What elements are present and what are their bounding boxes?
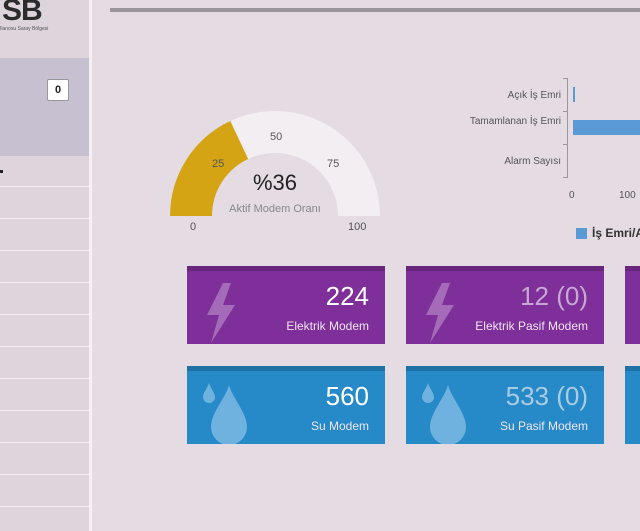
legend-swatch <box>576 228 587 239</box>
chart-tick <box>563 177 568 178</box>
top-divider <box>110 8 640 12</box>
legend-label[interactable]: İş Emri/Al <box>592 226 640 240</box>
gauge-tick-label: 0 <box>190 221 197 233</box>
gauge-tick-label: 25 <box>212 158 225 170</box>
card-label: Su Pasif Modem <box>499 419 588 433</box>
sidebar-active-marker <box>0 170 3 173</box>
card-water-passive-modem[interactable]: 533 (0) Su Pasif Modem <box>406 366 604 444</box>
sidebar-item[interactable] <box>0 476 89 507</box>
sidebar-user-panel <box>0 58 89 156</box>
chart-category-label: Tamamlanan İş Emri <box>469 116 561 127</box>
chart-bar <box>573 87 575 102</box>
chart-x-tick-label: 0 <box>569 190 575 201</box>
chart-category-label: Alarm Sayısı <box>504 156 561 167</box>
logo: SB <box>2 0 43 27</box>
chart-tick <box>563 78 568 79</box>
gauge-tick-label: 75 <box>327 158 340 170</box>
card-value: 224 <box>325 281 369 311</box>
sidebar-item[interactable] <box>0 412 89 443</box>
card-water-modem[interactable]: 560 Su Modem <box>187 366 385 444</box>
sidebar-item[interactable] <box>0 188 89 219</box>
card-electric-passive-modem[interactable]: 12 (0) Elektrik Pasif Modem <box>406 266 604 344</box>
sidebar-item[interactable] <box>0 284 89 315</box>
chart-category-label: Açık İş Emri <box>507 90 561 101</box>
chart-y-axis <box>567 78 568 178</box>
gauge-tick-label: 50 <box>270 131 283 143</box>
chart-tick <box>563 144 568 145</box>
chart-bar <box>573 120 640 135</box>
card-partial[interactable] <box>625 366 640 444</box>
card-label: Elektrik Pasif Modem <box>475 319 588 333</box>
card-value: 12 (0) <box>520 281 588 311</box>
gauge-tick-label: 100 <box>348 221 367 233</box>
card-label: Su Modem <box>310 419 369 433</box>
sidebar-item[interactable] <box>0 444 89 475</box>
card-label: Elektrik Modem <box>286 319 369 333</box>
lightning-icon <box>207 283 235 343</box>
sidebar-item[interactable] <box>0 316 89 347</box>
water-drop-icon <box>422 383 466 444</box>
logo-subtitle: Ilanosu Saray Bölgesi <box>0 26 49 32</box>
sidebar-item[interactable] <box>0 380 89 411</box>
modem-gauge <box>170 111 380 217</box>
card-value: 533 (0) <box>505 381 588 411</box>
gauge-caption: Aktif Modem Oranı <box>229 203 321 215</box>
sidebar-item[interactable] <box>0 252 89 283</box>
sidebar-item[interactable] <box>0 220 89 251</box>
sidebar-item[interactable] <box>0 348 89 379</box>
chart-tick <box>563 111 568 112</box>
sidebar-item[interactable] <box>0 156 89 187</box>
gauge-value: %36 <box>252 170 298 195</box>
card-partial[interactable] <box>625 266 640 344</box>
lightning-icon <box>426 283 454 343</box>
card-electric-modem[interactable]: 224 Elektrik Modem <box>187 266 385 344</box>
water-drop-icon <box>203 383 247 444</box>
notification-badge[interactable]: 0 <box>47 79 69 101</box>
chart-x-tick-label: 100 <box>619 190 636 201</box>
card-value: 560 <box>325 381 369 411</box>
